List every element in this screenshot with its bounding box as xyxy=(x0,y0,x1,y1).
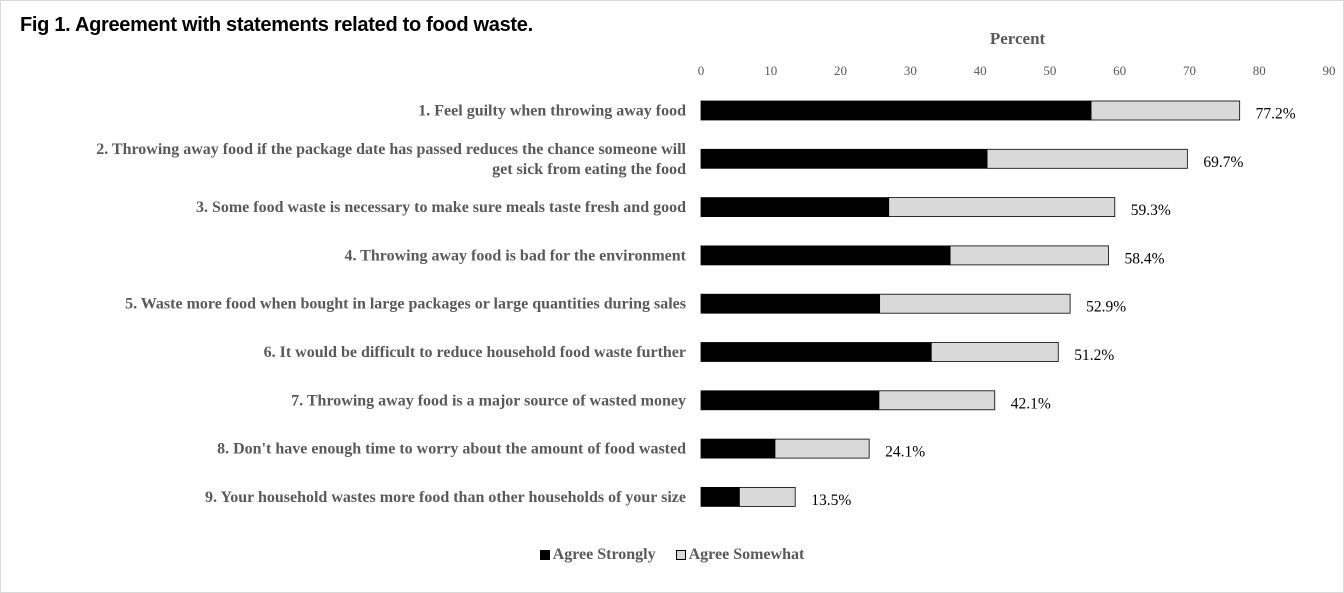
bar-agree-somewhat xyxy=(878,390,996,411)
total-data-label: 59.3% xyxy=(1131,202,1171,219)
legend-label-agree-somewhat: Agree Somewhat xyxy=(688,546,805,563)
x-axis-title: Percent xyxy=(989,29,1046,48)
bar-agree-strongly xyxy=(700,148,988,169)
bar-agree-strongly xyxy=(700,438,776,459)
x-tick-label: 80 xyxy=(1253,63,1266,78)
legend-swatch-agree-somewhat xyxy=(675,550,686,560)
x-tick-label: 60 xyxy=(1113,63,1126,78)
x-tick-label: 0 xyxy=(698,63,705,78)
bar-agree-strongly xyxy=(700,293,881,314)
category-label: 8. Don't have enough time to worry about… xyxy=(217,441,686,458)
x-tick-label: 90 xyxy=(1323,63,1336,78)
bar-agree-strongly xyxy=(700,342,932,362)
legend-swatch-agree-strongly xyxy=(539,550,550,560)
bar-agree-somewhat xyxy=(986,148,1188,169)
bar-agree-strongly xyxy=(700,100,1092,121)
category-label: 4. Throwing away food is bad for the env… xyxy=(344,247,686,264)
x-tick-label: 20 xyxy=(834,63,847,78)
category-label: 3. Some food waste is necessary to make … xyxy=(196,199,686,216)
bar-agree-somewhat xyxy=(888,197,1116,218)
legend-item-agree-somewhat: Agree Somewhat xyxy=(675,546,805,564)
category-label: get sick from eating the food xyxy=(492,161,686,178)
bar-agree-somewhat xyxy=(1090,100,1241,121)
category-label: 7. Throwing away food is a major source … xyxy=(291,392,686,409)
x-tick-label: 50 xyxy=(1043,63,1056,78)
bar-agree-somewhat xyxy=(879,293,1071,314)
total-data-label: 52.9% xyxy=(1086,299,1126,316)
total-data-label: 13.5% xyxy=(811,492,851,509)
total-data-label: 69.7% xyxy=(1203,154,1243,171)
bar-agree-strongly xyxy=(700,245,951,266)
bar-agree-strongly xyxy=(700,486,740,507)
category-label: 9. Your household wastes more food than … xyxy=(205,489,686,506)
x-tick-label: 70 xyxy=(1183,63,1196,78)
bar-agree-somewhat xyxy=(949,245,1109,266)
x-tick-label: 40 xyxy=(974,63,987,78)
category-label: 6. It would be difficult to reduce house… xyxy=(264,344,686,361)
total-data-label: 51.2% xyxy=(1074,347,1114,364)
total-data-label: 77.2% xyxy=(1256,106,1296,123)
legend-item-agree-strongly: Agree Strongly xyxy=(539,546,656,564)
figure-title: Fig 1. Agreement with statements related… xyxy=(20,14,533,36)
bar-agree-strongly xyxy=(700,390,880,411)
total-data-label: 58.4% xyxy=(1125,250,1165,267)
bar-agree-somewhat xyxy=(738,486,796,507)
x-tick-label: 10 xyxy=(764,63,777,78)
bar-agree-somewhat xyxy=(930,342,1059,362)
category-label: 5. Waste more food when bought in large … xyxy=(125,296,686,313)
legend: Agree Strongly Agree Somewhat xyxy=(0,546,1344,564)
category-label: 2. Throwing away food if the package dat… xyxy=(96,141,686,158)
x-tick-label: 30 xyxy=(904,63,917,78)
total-data-label: 24.1% xyxy=(885,444,925,461)
bar-agree-strongly xyxy=(700,197,890,218)
total-data-label: 42.1% xyxy=(1011,395,1051,412)
category-label: 1. Feel guilty when throwing away food xyxy=(418,103,686,120)
legend-label-agree-strongly: Agree Strongly xyxy=(552,546,656,563)
bar-agree-somewhat xyxy=(774,438,870,459)
